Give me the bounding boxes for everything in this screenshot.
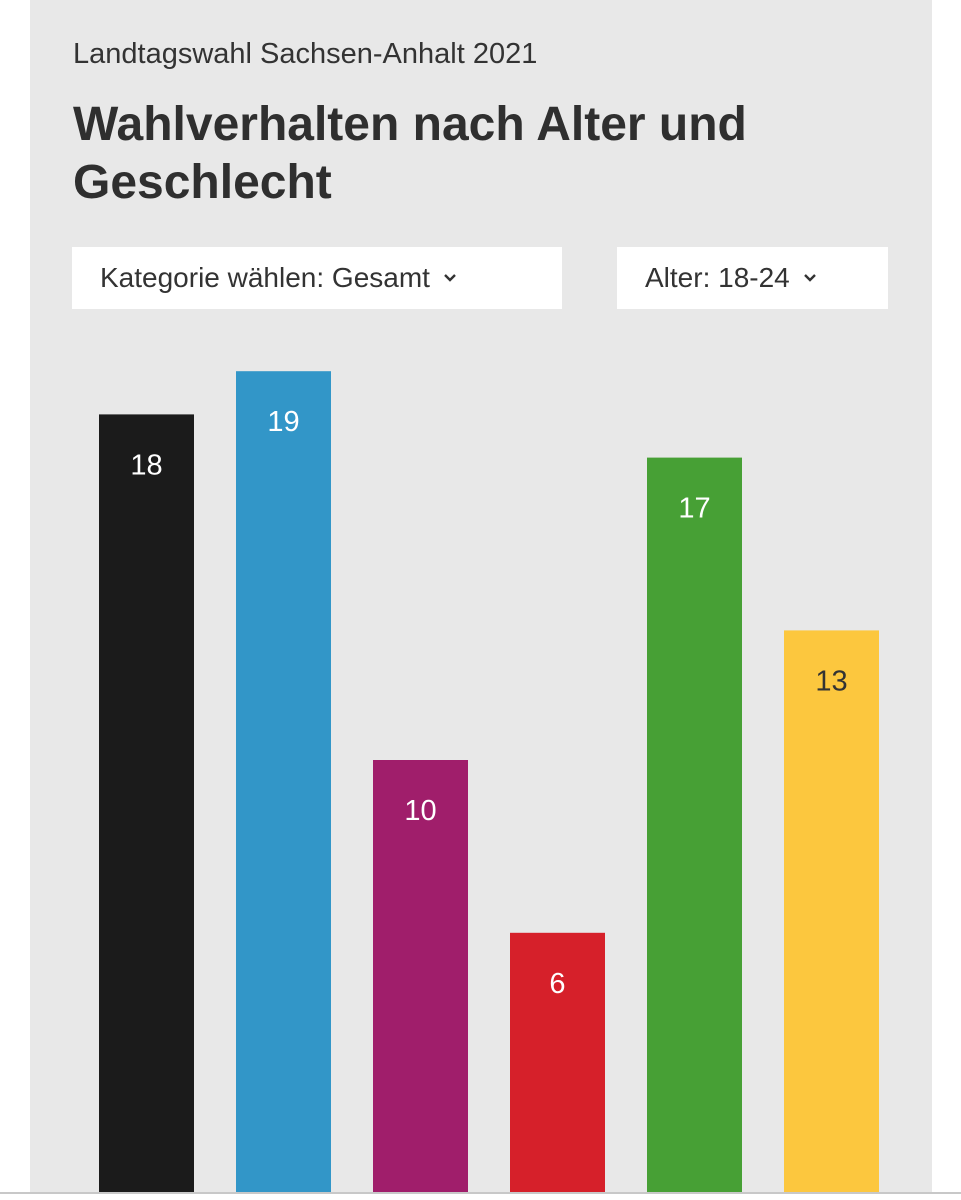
- bar-6[interactable]: [784, 630, 879, 1192]
- bar-value-label-1: 18: [130, 449, 162, 481]
- bar-value-label-6: 13: [815, 665, 847, 697]
- chevron-down-icon: [803, 274, 816, 282]
- age-select[interactable]: Alter: 18-24: [617, 247, 888, 309]
- chevron-down-icon: [444, 274, 456, 282]
- chart-title: Wahlverhalten nach Alter und Geschlecht: [73, 98, 747, 209]
- chart-supertitle: Landtagswahl Sachsen-Anhalt 2021: [73, 38, 538, 70]
- bar-value-label-5: 17: [678, 493, 710, 525]
- age-select-label: Alter: 18-24: [645, 262, 790, 293]
- bar-value-label-4: 6: [549, 968, 565, 1000]
- bar-4[interactable]: [510, 932, 605, 1192]
- bar-1[interactable]: [99, 414, 194, 1192]
- category-select-label: Kategorie wählen: Gesamt: [100, 262, 430, 293]
- bar-5[interactable]: [647, 457, 742, 1192]
- bar-chart: 18 19 10 6 17 13: [99, 371, 879, 1192]
- bar-value-label-2: 19: [267, 406, 299, 438]
- chart-panel: Landtagswahl Sachsen-Anhalt 2021 Wahlver…: [30, 0, 932, 1192]
- bottom-divider: [0, 1192, 961, 1194]
- bar-2[interactable]: [236, 371, 331, 1192]
- category-select[interactable]: Kategorie wählen: Gesamt: [72, 247, 562, 309]
- bar-3[interactable]: [373, 760, 468, 1192]
- bar-value-label-3: 10: [404, 795, 436, 827]
